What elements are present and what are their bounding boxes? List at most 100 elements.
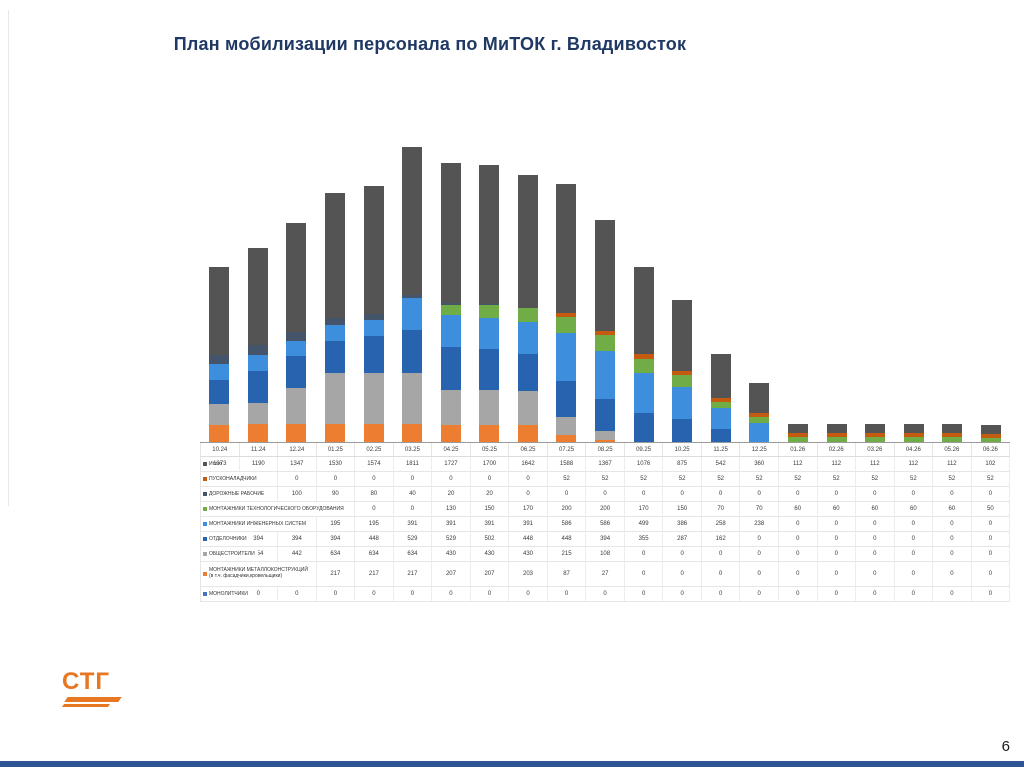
month-label: 08.25 xyxy=(586,443,625,456)
bar-segment xyxy=(325,324,346,341)
table-cell: 40 xyxy=(394,487,433,501)
bar-segment xyxy=(556,317,577,334)
bar-segment xyxy=(942,432,963,438)
bar-segment xyxy=(595,330,616,336)
bar-segment xyxy=(826,423,847,433)
bar-segment xyxy=(980,433,1001,438)
table-cell: 0 xyxy=(740,562,779,586)
table-cell: 0 xyxy=(317,472,356,486)
bar-segment xyxy=(633,266,654,355)
bar-segment xyxy=(633,413,654,442)
month-label: 05.25 xyxy=(471,443,510,456)
table-cell: 203 xyxy=(509,562,548,586)
table-cell: 0 xyxy=(355,587,394,601)
row-label: Итого xyxy=(202,457,225,471)
bar-segment xyxy=(286,340,307,357)
table-cell: 0 xyxy=(394,502,433,516)
bar-column xyxy=(547,85,586,442)
stacked-bar xyxy=(865,423,886,442)
bar-column xyxy=(277,85,316,442)
table-cell: 52 xyxy=(548,472,587,486)
table-cell: 0 xyxy=(779,562,818,586)
bar-segment xyxy=(556,312,577,318)
table-cell: 112 xyxy=(818,457,857,471)
logo-text: СТГ xyxy=(62,668,110,695)
table-cell: 0 xyxy=(818,532,857,546)
table-cell: 430 xyxy=(432,547,471,561)
table-row: 12012010090804020200000000000000ДОРОЖНЫЕ… xyxy=(200,487,1011,502)
bar-segment xyxy=(903,432,924,438)
stacked-bar xyxy=(633,266,654,442)
table-cell: 254 xyxy=(240,547,279,561)
bar-segment xyxy=(517,322,538,355)
table-cell: 394 xyxy=(317,532,356,546)
table-cell: 1347 xyxy=(278,457,317,471)
bar-segment xyxy=(286,332,307,341)
bar-segment xyxy=(479,317,500,350)
table-cell: 0 xyxy=(278,472,317,486)
table-cell: 102 xyxy=(972,457,1011,471)
bar-segment xyxy=(942,437,963,442)
month-label: 01.26 xyxy=(779,443,818,456)
bar-segment xyxy=(286,388,307,425)
bar-column xyxy=(586,85,625,442)
table-cell: 0 xyxy=(625,587,664,601)
table-cell: 200 xyxy=(586,502,625,516)
bar-segment xyxy=(247,354,268,371)
logo-stripe-icon xyxy=(61,704,111,707)
table-cell: 0 xyxy=(818,547,857,561)
month-label: 06.26 xyxy=(972,443,1011,456)
table-cell: 0 xyxy=(548,487,587,501)
table-cell: 52 xyxy=(663,472,702,486)
row-label-text: МОНТАЖНИКИ МЕТАЛЛОКОНСТРУКЦИЙ xyxy=(209,567,308,574)
stacked-bar xyxy=(363,185,384,442)
row-label: МОНТАЖНИКИ ИНЖЕНЕРНЫХ СИСТЕМ xyxy=(202,517,310,531)
table-cell: 0 xyxy=(856,517,895,531)
bar-segment xyxy=(479,390,500,426)
table-cell: 355 xyxy=(625,532,664,546)
bar-segment xyxy=(710,407,731,429)
bar-segment xyxy=(363,424,384,442)
table-cell: 0 xyxy=(856,487,895,501)
table-cell: 207 xyxy=(471,562,510,586)
table-cell: 52 xyxy=(740,472,779,486)
table-cell: 52 xyxy=(702,472,741,486)
bar-segment xyxy=(980,437,1001,442)
table-cell: 52 xyxy=(972,472,1011,486)
month-label: 12.24 xyxy=(278,443,317,456)
bar-segment xyxy=(517,174,538,309)
table-cell: 0 xyxy=(818,562,857,586)
table-cell: 0 xyxy=(972,532,1011,546)
row-label: ОТДЕЛОЧНИКИ xyxy=(202,532,250,546)
table-cell: 0 xyxy=(625,487,664,501)
table-cell: 1073 xyxy=(201,457,240,471)
month-label: 09.25 xyxy=(625,443,664,456)
table-cell: 499 xyxy=(625,517,664,531)
table-row: 2142272162172172172072072038727000000000… xyxy=(200,562,1011,587)
bar-segment xyxy=(440,162,461,304)
bar-segment xyxy=(209,380,230,404)
bar-column xyxy=(972,85,1011,442)
table-cell: 0 xyxy=(972,517,1011,531)
table-cell: 112 xyxy=(779,457,818,471)
table-cell: 52 xyxy=(856,472,895,486)
bar-segment xyxy=(749,422,770,442)
table-cell: 0 xyxy=(856,532,895,546)
mobilization-chart: 10.24 11.24 12.24 01.25 02.25 03.25 04.25 05.25… xyxy=(200,85,1011,602)
table-cell: 0 xyxy=(740,547,779,561)
stacked-bar xyxy=(595,219,616,442)
table-cell: 0 xyxy=(933,587,972,601)
table-cell: 0 xyxy=(895,487,934,501)
table-cell: 0 xyxy=(702,547,741,561)
bar-segment xyxy=(325,317,346,325)
table-cell: 258 xyxy=(702,517,741,531)
bar-segment xyxy=(325,340,346,373)
bar-segment xyxy=(363,320,384,337)
bar-segment xyxy=(440,303,461,305)
bar-column xyxy=(393,85,432,442)
page-number: 6 xyxy=(1001,738,1010,755)
table-cell: 70 xyxy=(702,502,741,516)
table-cell: 448 xyxy=(355,532,394,546)
bar-column xyxy=(431,85,470,442)
legend-swatch-icon xyxy=(203,572,207,576)
